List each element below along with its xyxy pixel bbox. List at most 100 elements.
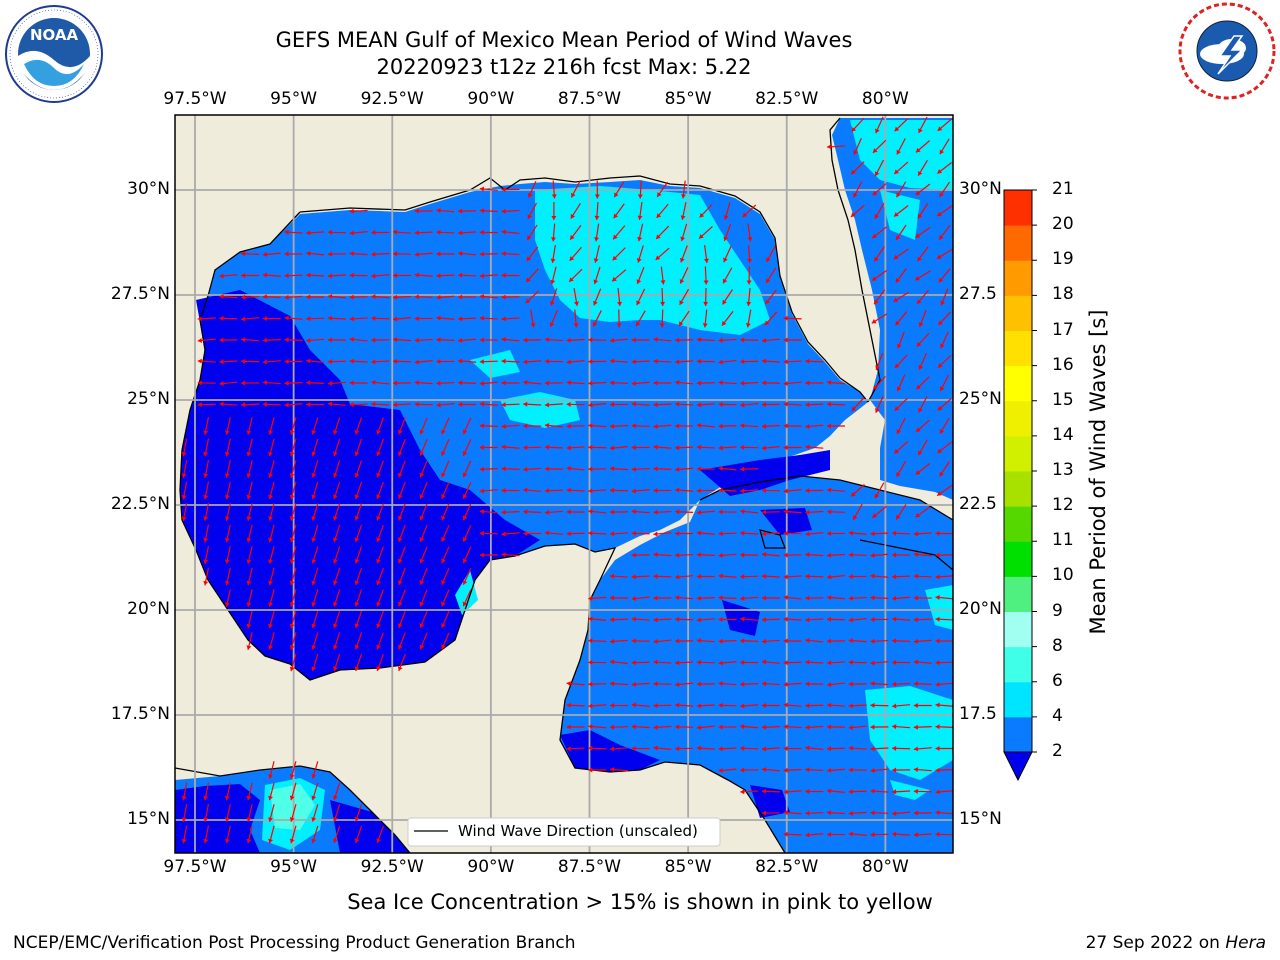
wind-arrowhead-673 [913,638,919,644]
wind-arrowhead-690 [783,660,788,666]
wind-arrowhead-6 [853,150,858,155]
wind-arrowhead-826 [268,838,273,844]
wind-arrowhead-417 [566,466,571,471]
wind-arrowhead-541 [376,558,381,564]
wind-arrowhead-516 [588,530,593,536]
wind-arrowhead-622 [268,623,273,629]
wind-arrowhead-707 [761,681,767,687]
wind-arrowhead-172 [284,315,289,321]
wind-arrowhead-780 [827,767,832,773]
wind-arrowhead-564 [224,580,230,586]
wind-arrowhead-586 [827,574,832,580]
wind-arrowhead-705 [718,681,723,687]
wind-arrowhead-641 [805,617,810,623]
wind-arrowhead-486 [675,509,680,515]
wind-arrowhead-76 [896,235,901,240]
wind-arrowhead-727 [805,703,810,709]
wind-arrowhead-46 [723,215,729,220]
wind-arrowhead-474 [419,515,425,521]
wind-arrowhead-278 [501,380,506,386]
cyan-region-9 [455,570,478,615]
wind-arrowhead-357 [718,423,723,429]
wind-arrowhead-716 [566,702,571,708]
wind-arrowhead-45 [699,212,705,218]
colorbar-band-0 [1004,716,1032,753]
wind-arrowhead-685 [675,660,680,666]
wind-arrowhead-105 [893,254,899,260]
wind-arrowhead-236 [306,358,311,364]
wind-arrowhead-190 [679,321,684,326]
colorbar-band-3 [1004,611,1032,648]
wind-arrowhead-686 [696,659,701,665]
wind-arrowhead-450 [631,488,636,494]
wind-arrowhead-803 [935,789,940,795]
wind-arrowhead-665 [740,638,745,644]
wind-arrowhead-338 [311,430,317,435]
wind-arrowhead-515 [566,531,571,537]
wind-arrowhead-770 [268,774,273,779]
wind-arrowhead-326 [805,402,810,408]
wind-arrowhead-764 [827,746,832,752]
wind-arrowhead-416 [544,466,549,472]
wind-arrowhead-401 [224,473,230,478]
wind-arrowhead-116 [393,273,398,279]
wind-arrowhead-766 [870,746,875,752]
wind-arrowhead-561 [913,552,919,558]
wind-arrowhead-441 [441,494,446,499]
wind-arrowhead-759 [718,746,723,752]
wind-arrowhead-122 [526,277,531,283]
wind-arrowhead-43 [656,213,662,218]
wind-arrowhead-469 [311,516,317,521]
wind-arrowhead-753 [588,745,593,751]
lat-label-left-2: 25°N [127,389,170,409]
coastline-4 [175,765,411,853]
wind-arrowhead-344 [441,429,446,435]
wind-arrowhead-91 [501,251,506,257]
wind-arrowhead-617 [870,595,875,601]
wind-arrowhead-614 [805,595,810,601]
wind-arrowhead-477 [479,509,485,515]
wind-arrowhead-372 [311,451,317,457]
wind-arrowhead-627 [376,623,381,628]
wind-arrowhead-647 [935,616,940,622]
wind-arrowhead-509 [441,537,446,542]
wind-arrowhead-7 [872,148,878,153]
wind-arrowhead-243 [458,358,463,364]
wind-arrowhead-204 [284,337,289,343]
wind-arrowhead-539 [332,558,338,564]
legend-label: Wind Wave Direction (unscaled) [458,822,698,840]
wind-arrowhead-148 [436,294,441,300]
wind-arrowhead-411 [441,472,446,478]
wind-arrowhead-323 [740,402,745,408]
wind-arrowhead-493 [827,509,832,515]
wind-arrowhead-428 [939,471,944,477]
wind-arrowhead-513 [523,530,528,536]
lon-label-bottom-3: 90°W [467,857,515,877]
wind-arrowhead-830 [354,838,360,844]
wind-arrowhead-551 [696,552,701,558]
wind-arrowhead-324 [761,402,766,408]
colorbar-tick-label-7: 12 [1052,495,1074,516]
wind-arrowhead-609 [696,595,701,601]
wind-arrowhead-681 [588,659,593,665]
wind-arrowhead-200 [197,338,202,344]
wind-arrowhead-254 [696,358,701,364]
cyan-region-7 [925,585,953,630]
wind-arrowhead-440 [419,494,425,499]
wind-arrowhead-250 [610,358,615,364]
lon-label-top-2: 92.5°W [360,89,424,109]
wind-arrowhead-801 [892,789,897,795]
wind-arrowhead-289 [740,380,745,386]
wind-arrowhead-4 [937,126,943,131]
wind-arrowhead-768 [913,746,919,752]
wind-arrowhead-113 [327,273,333,279]
wind-arrowhead-61 [458,230,463,236]
wind-arrowhead-309 [436,402,441,408]
wind-arrowhead-362 [827,423,831,429]
wind-arrowhead-522 [718,531,723,537]
wind-arrowhead-817 [848,810,853,816]
lat-label-left-1: 27.5°N [110,284,170,304]
wind-arrowhead-102 [747,258,753,263]
wind-arrowhead-166 [917,299,922,304]
wind-arrowhead-164 [874,299,879,305]
